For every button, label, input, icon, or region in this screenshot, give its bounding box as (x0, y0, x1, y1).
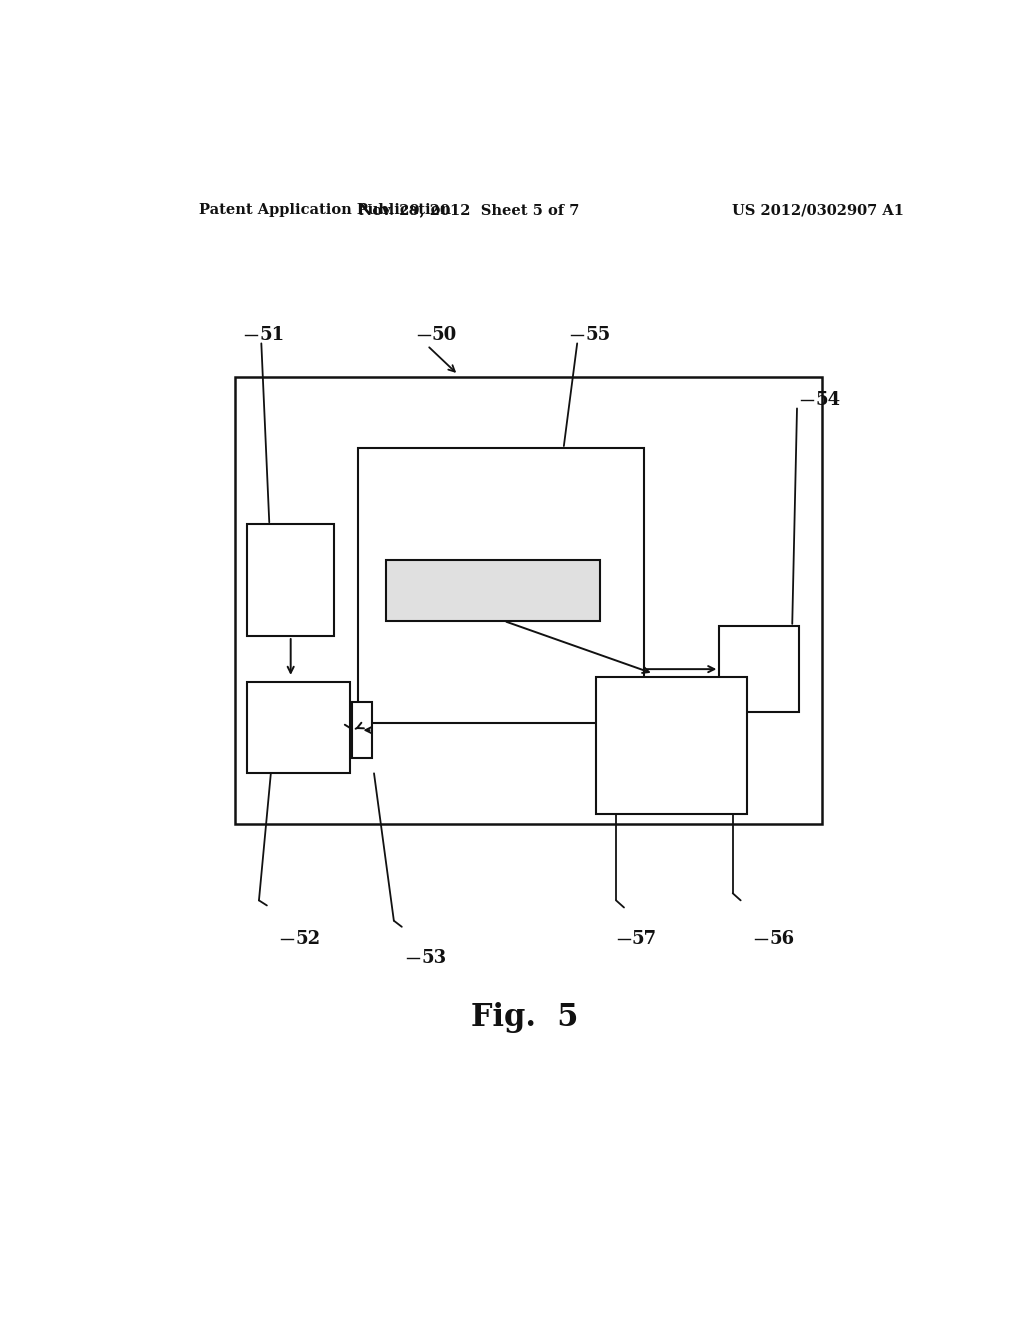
Text: 57: 57 (632, 931, 657, 948)
Text: 56: 56 (769, 931, 795, 948)
Bar (358, 447, 644, 722)
Bar (352, 702, 373, 758)
Bar (719, 626, 799, 713)
Text: Fig.  5: Fig. 5 (471, 1002, 579, 1032)
Text: Patent Application Publication: Patent Application Publication (200, 203, 452, 216)
Bar (236, 378, 822, 824)
Text: 50: 50 (432, 326, 457, 345)
Bar (596, 677, 748, 814)
Text: US 2012/0302907 A1: US 2012/0302907 A1 (732, 203, 904, 216)
Text: 55: 55 (585, 326, 610, 345)
Bar (247, 524, 334, 636)
Bar (247, 682, 350, 774)
Text: 51: 51 (260, 326, 285, 345)
Text: Nov. 29, 2012  Sheet 5 of 7: Nov. 29, 2012 Sheet 5 of 7 (359, 203, 580, 216)
Bar (386, 560, 600, 620)
Text: 53: 53 (422, 949, 446, 968)
Text: 52: 52 (296, 931, 321, 948)
Text: 54: 54 (815, 391, 841, 409)
